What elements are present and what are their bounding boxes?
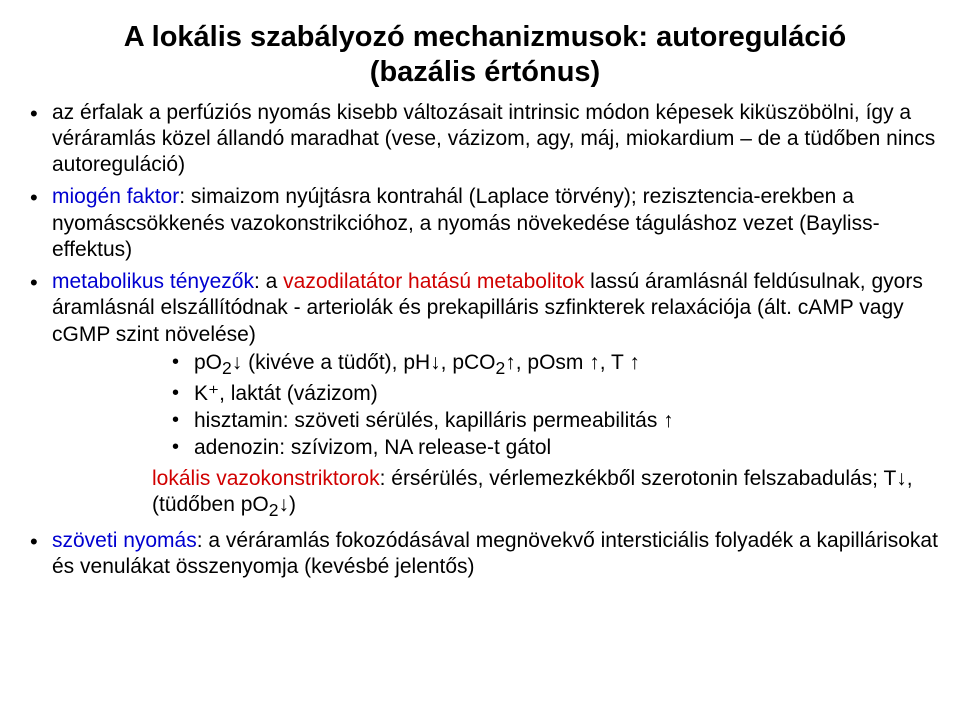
miogen-lead: miogén faktor: [52, 185, 179, 208]
sub-po2-sub2: 2: [496, 358, 506, 378]
sub-adenozin-text: adenozin: szívizom, NA release-t gátol: [194, 436, 551, 459]
title-line-2: (bazális értónus): [370, 56, 600, 88]
sub-adenozin: adenozin: szívizom, NA release-t gátol: [172, 435, 940, 461]
bullet-intrinsic: az érfalak a perfúziós nyomás kisebb vál…: [30, 100, 940, 179]
sub-list: pO2↓ (kivéve a tüdőt), pH↓, pCO2↑, pOsm …: [52, 350, 940, 462]
lokalis-block: lokális vazokonstriktorok: érsérülés, vé…: [52, 466, 940, 522]
bullet-intrinsic-text: az érfalak a perfúziós nyomás kisebb vál…: [52, 101, 935, 177]
metabolikus-mid: : a: [254, 270, 283, 293]
sub-po2-c: ↑, pOsm ↑, T ↑: [505, 351, 640, 374]
bullet-metabolikus: metabolikus tényezők: a vazodilatátor ha…: [30, 269, 940, 522]
sub-po2-b: ↓ (kivéve a tüdőt), pH↓, pCO: [232, 351, 496, 374]
metabolikus-lead: metabolikus tényezők: [52, 270, 254, 293]
sub-k-laktat-text: K⁺, laktát (vázizom): [194, 382, 378, 405]
main-list: az érfalak a perfúziós nyomás kisebb vál…: [30, 100, 940, 581]
sub-k-laktat: K⁺, laktát (vázizom): [172, 381, 940, 407]
sub-po2-a: pO: [194, 351, 222, 374]
lokalis-rest-b: ↓): [279, 493, 297, 516]
sub-po2: pO2↓ (kivéve a tüdőt), pH↓, pCO2↑, pOsm …: [172, 350, 940, 380]
sub-po2-sub1: 2: [222, 358, 232, 378]
sub-hisztamin-text: hisztamin: szöveti sérülés, kapilláris p…: [194, 409, 674, 432]
slide-title: A lokális szabályozó mechanizmusok: auto…: [30, 20, 940, 90]
bullet-miogen: miogén faktor: simaizom nyújtásra kontra…: [30, 184, 940, 263]
szoveti-lead: szöveti nyomás: [52, 529, 197, 552]
lokalis-lead: lokális vazokonstriktorok: [152, 467, 380, 490]
title-line-1: A lokális szabályozó mechanizmusok: auto…: [124, 21, 847, 53]
bullet-szoveti: szöveti nyomás: a véráramlás fokozódásáv…: [30, 528, 940, 581]
lokalis-sub: 2: [269, 500, 279, 520]
metabolikus-red: vazodilatátor hatású metabolitok: [283, 270, 584, 293]
sub-hisztamin: hisztamin: szöveti sérülés, kapilláris p…: [172, 408, 940, 434]
